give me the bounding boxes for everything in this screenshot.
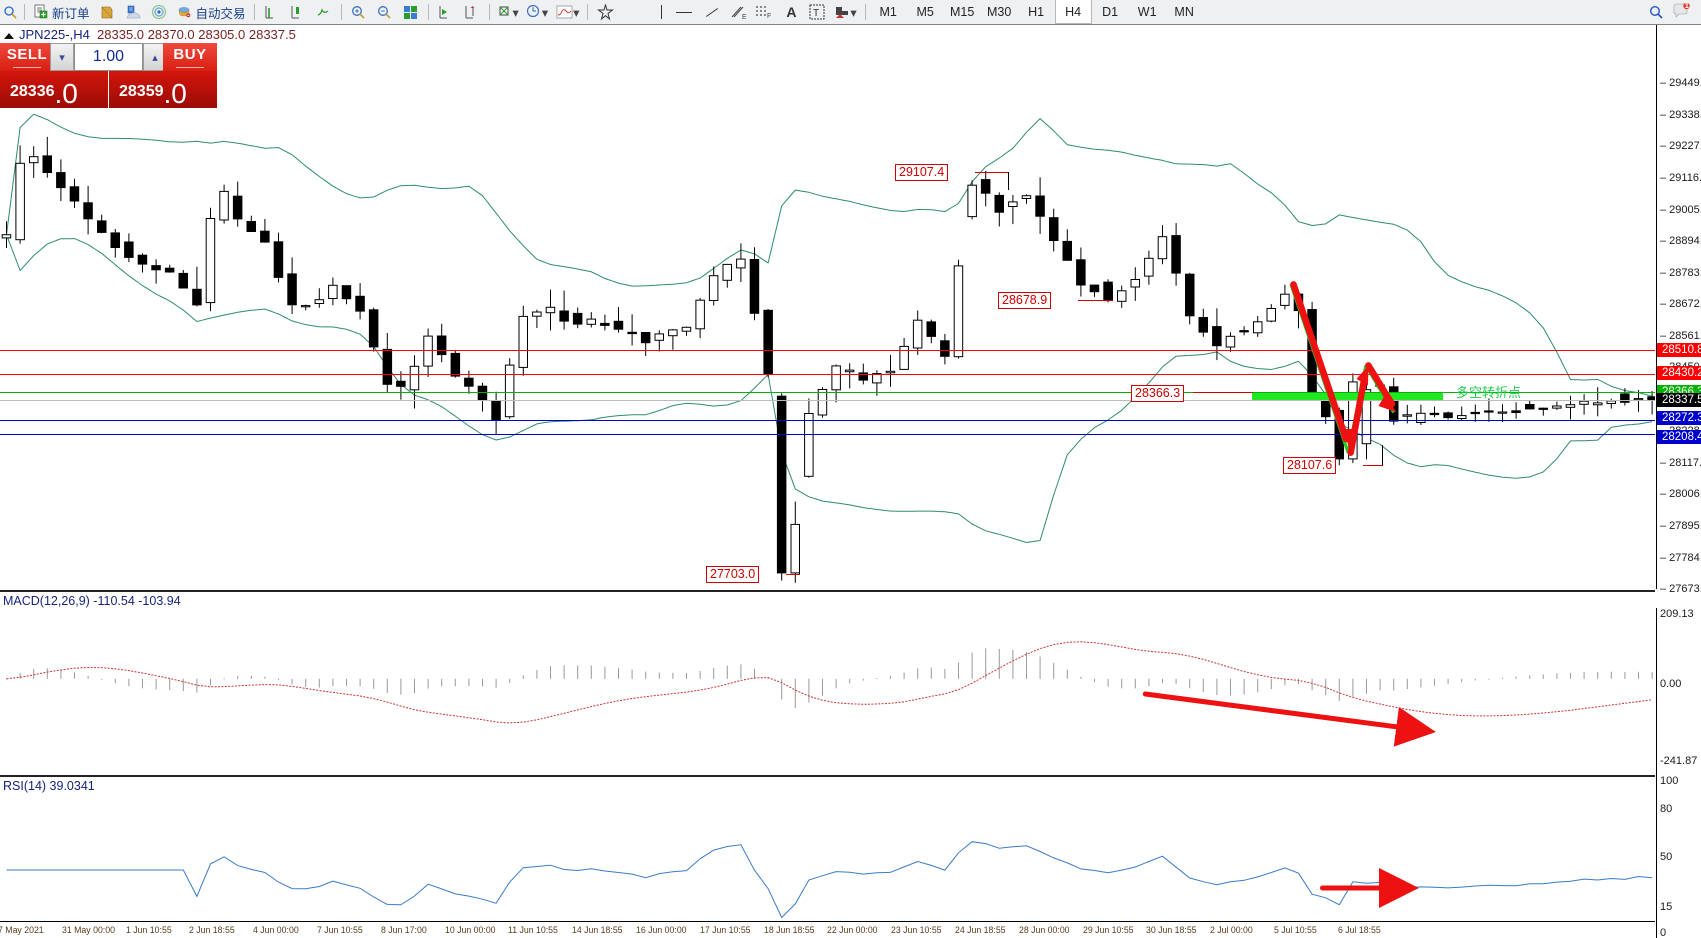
svg-text:E: E — [742, 14, 747, 20]
svg-text:T: T — [813, 8, 819, 19]
svg-text:F: F — [767, 13, 771, 19]
svg-text:1: 1 — [1685, 3, 1689, 10]
